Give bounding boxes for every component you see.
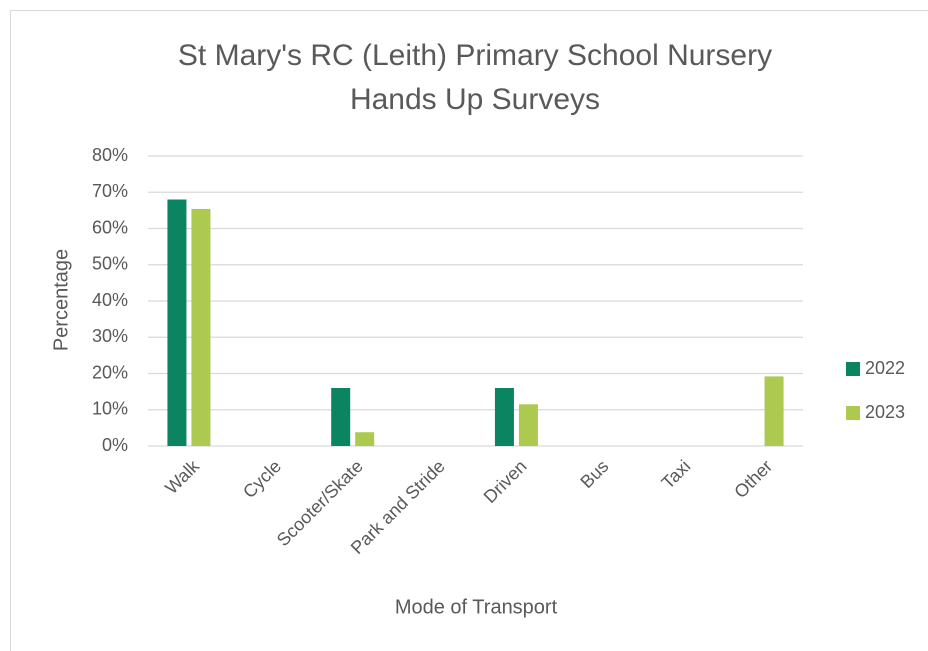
bar xyxy=(331,388,351,446)
legend-label: 2023 xyxy=(865,402,905,422)
chart-title: Hands Up Surveys xyxy=(350,83,600,116)
y-tick-label: 70% xyxy=(92,181,128,201)
y-tick-label: 50% xyxy=(92,254,128,274)
chart-frame xyxy=(10,10,928,651)
chart-title: St Mary's RC (Leith) Primary School Nurs… xyxy=(178,39,772,72)
bar xyxy=(518,404,538,446)
legend-swatch xyxy=(846,362,860,376)
y-tick-label: 40% xyxy=(92,290,128,310)
bar xyxy=(355,432,375,446)
bar xyxy=(191,208,211,446)
y-tick-label: 20% xyxy=(92,362,128,382)
y-tick-label: 0% xyxy=(102,435,128,455)
x-axis-label: Mode of Transport xyxy=(395,596,558,618)
y-tick-label: 10% xyxy=(92,399,128,419)
y-tick-label: 30% xyxy=(92,326,128,346)
bar xyxy=(167,199,187,446)
y-tick-label: 80% xyxy=(92,145,128,165)
y-tick-label: 60% xyxy=(92,217,128,237)
y-axis-label: Percentage xyxy=(50,249,72,351)
legend-swatch xyxy=(846,406,860,420)
legend-label: 2022 xyxy=(865,358,905,378)
bar xyxy=(764,376,784,446)
bar xyxy=(494,388,514,446)
